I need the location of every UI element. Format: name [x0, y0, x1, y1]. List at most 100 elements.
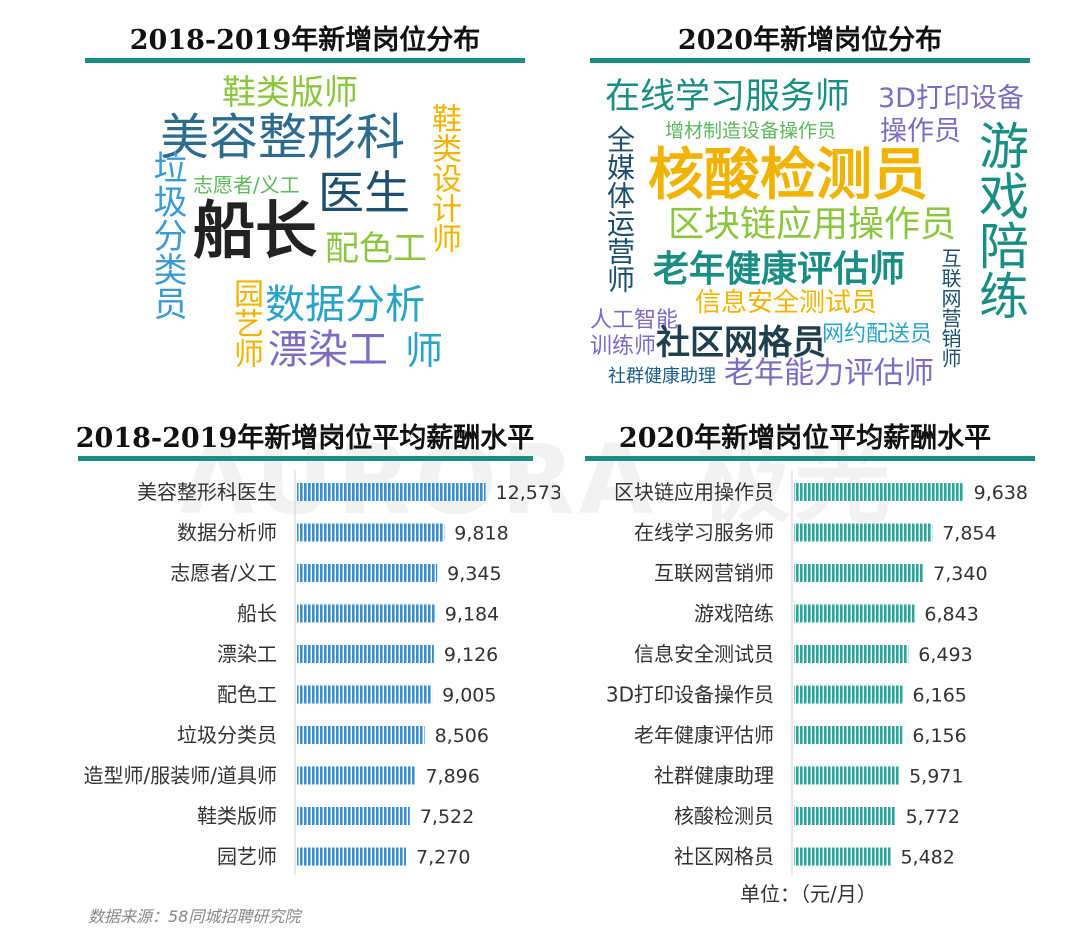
- cloud-word: 游戏陪练: [971, 120, 1029, 320]
- cloud-word: 增材制造设备操作员: [665, 120, 837, 142]
- value-label: 9,005: [442, 685, 496, 707]
- value-label: 9,184: [445, 604, 499, 626]
- value-label: 6,493: [918, 644, 972, 666]
- cloud-word: 漂染工: [268, 327, 388, 373]
- cloud-title-2020: 2020年新增岗位分布: [677, 25, 943, 56]
- category-label: 老年健康评估师: [634, 723, 774, 747]
- cloud-word: 垃圾分类员: [147, 150, 187, 320]
- category-label: 园艺师: [217, 845, 277, 869]
- cloud-word: 信息安全测试员: [695, 288, 878, 318]
- value-label: 9,345: [447, 563, 501, 585]
- bar: [794, 483, 964, 501]
- category-label: 区块链应用操作员: [614, 480, 774, 504]
- cloud-word: 训练师: [590, 334, 657, 359]
- bar: [297, 726, 425, 744]
- cloud-word: 网约配送员: [822, 322, 933, 347]
- cloud-word: 社区网格员: [656, 323, 826, 363]
- chart-title-2020: 2020年新增岗位平均薪酬水平: [618, 423, 992, 454]
- bar: [297, 523, 445, 542]
- value-label: 5,482: [900, 847, 954, 869]
- value-label: 7,896: [425, 766, 479, 788]
- word-cloud-2018-2019: 鞋类版师 美容整形科 志愿者/义工 医生 船长 配色工 垃圾分类员 鞋类设计师 …: [0, 0, 540, 400]
- cloud-word: 老年能力评估师: [724, 356, 934, 391]
- value-label: 8,506: [435, 725, 489, 747]
- watermark: AURORA 极光: [180, 424, 895, 536]
- cloud-word: 美容整形科: [160, 109, 406, 166]
- value-label: 7,270: [416, 847, 470, 869]
- cloud-word: 鞋类版师: [222, 73, 358, 113]
- category-label: 核酸检测员: [674, 804, 774, 828]
- bar-chart-2020: 区块链应用操作员 9,638 在线学习服务师 7,854 互联网营销师 7,340 游戏陪练…: [606, 470, 1028, 875]
- category-label: 游戏陪练: [694, 602, 774, 626]
- value-label: 6,165: [913, 685, 967, 707]
- bar: [794, 847, 891, 866]
- bar-chart-2018-2019: 美容整形科医生 12,573 数据分析师 9,818 志愿者/义工 9,345 船长 9,18…: [84, 470, 560, 875]
- value-label: 7,522: [420, 806, 474, 828]
- cloud-word: 互联网营销师: [938, 248, 962, 368]
- cloud-word: 医生: [318, 166, 410, 220]
- category-label: 社区网格员: [674, 845, 774, 869]
- category-label: 漂染工: [217, 642, 277, 666]
- value-label: 6,156: [912, 725, 966, 747]
- bar: [297, 604, 435, 623]
- bar: [794, 807, 896, 825]
- cloud-word: 人工智能: [590, 308, 679, 333]
- title-underline: [585, 456, 1035, 461]
- category-label: 志愿者/义工: [170, 561, 277, 585]
- word-cloud-2020: 在线学习服务师 3D打印设备 增材制造设备操作员 操作员 全媒体运营师 核酸检测…: [0, 0, 1080, 400]
- category-label: 在线学习服务师: [634, 521, 774, 545]
- cloud-word: 数据分析: [265, 282, 425, 328]
- value-label: 5,971: [909, 766, 963, 788]
- bar: [794, 564, 924, 582]
- value-label: 7,854: [942, 523, 996, 545]
- category-label: 3D打印设备操作员: [606, 683, 774, 707]
- category-label: 社群健康助理: [654, 764, 774, 788]
- bar: [794, 766, 900, 785]
- cloud-word: 园艺师: [228, 278, 263, 368]
- cloud-word: 区块链应用操作员: [668, 204, 957, 245]
- bar: [297, 685, 433, 704]
- category-label: 配色工: [217, 683, 277, 707]
- category-label: 船长: [237, 602, 277, 626]
- category-label: 互联网营销师: [654, 561, 774, 585]
- cloud-word: 船长: [193, 194, 318, 267]
- bar: [297, 645, 434, 663]
- category-label: 鞋类版师: [197, 804, 277, 828]
- bar: [794, 645, 909, 663]
- category-label: 信息安全测试员: [634, 642, 774, 666]
- value-label: 7,340: [933, 563, 987, 585]
- value-label: 6,843: [924, 604, 978, 626]
- value-label: 9,818: [454, 523, 508, 545]
- bar: [297, 807, 410, 825]
- bar: [794, 726, 903, 744]
- bar: [297, 766, 416, 785]
- bar: [794, 685, 903, 704]
- cloud-word: 志愿者/义工: [193, 173, 300, 197]
- cloud-word: 在线学习服务师: [605, 77, 851, 117]
- cloud-title-2018-2019: 2018-2019年新增岗位分布: [129, 25, 481, 56]
- cloud-word: 老年健康评估师: [653, 249, 906, 290]
- category-label: 数据分析师: [177, 521, 277, 545]
- category-label: 美容整形科医生: [137, 480, 277, 504]
- bar: [297, 564, 438, 582]
- bar: [297, 847, 407, 866]
- value-label: 9,638: [974, 482, 1028, 504]
- bar: [794, 604, 915, 623]
- chart-title-2018-2019: 2018-2019年新增岗位平均薪酬水平: [75, 423, 535, 454]
- cloud-word: 师: [405, 329, 444, 373]
- value-label: 9,126: [444, 644, 498, 666]
- title-underline: [85, 58, 525, 63]
- bar: [297, 483, 486, 501]
- value-label: 12,573: [496, 482, 560, 504]
- cloud-word: 核酸检测员: [648, 143, 928, 208]
- cloud-word: 3D打印设备: [878, 83, 1024, 114]
- bar: [794, 523, 933, 542]
- cloud-word: 社群健康助理: [608, 366, 716, 387]
- category-label: 造型师/服装师/道具师: [84, 764, 277, 788]
- category-label: 垃圾分类员: [177, 723, 277, 747]
- source-label: 数据来源：58同城招聘研究院: [88, 907, 301, 926]
- cloud-word: 操作员: [880, 116, 961, 147]
- unit-label: 单位：（元/月）: [740, 882, 877, 906]
- title-underline: [78, 456, 533, 461]
- cloud-word: 全媒体运营师: [603, 125, 636, 293]
